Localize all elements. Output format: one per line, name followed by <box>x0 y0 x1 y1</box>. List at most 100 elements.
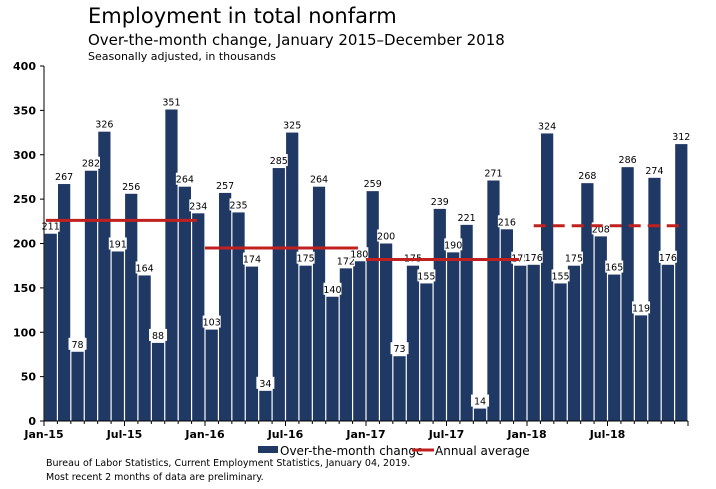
bar <box>98 131 111 422</box>
data-label-bg <box>135 261 154 274</box>
data-label-bg <box>645 163 664 176</box>
data-label-bg <box>457 210 476 223</box>
data-label: 264 <box>176 175 194 186</box>
data-label: 103 <box>203 318 221 329</box>
x-tick-label: Jan-15 <box>23 428 63 441</box>
y-tick-label: 100 <box>13 326 36 339</box>
data-label: 208 <box>592 224 610 235</box>
data-label-bg <box>68 337 87 350</box>
data-label-bg <box>95 117 114 130</box>
y-tick-label: 50 <box>21 371 37 384</box>
bar <box>44 233 57 421</box>
y-tick-label: 400 <box>13 60 36 73</box>
bar <box>232 212 245 421</box>
bar <box>339 268 352 421</box>
data-label-bg <box>310 172 329 185</box>
source-text: Bureau of Labor Statistics, Current Empl… <box>46 458 411 469</box>
data-label-bg <box>444 238 463 251</box>
x-tick-label: Jul-16 <box>267 428 304 441</box>
data-label: 267 <box>55 172 73 183</box>
data-label: 326 <box>95 120 113 131</box>
bar <box>71 351 84 421</box>
data-label: 172 <box>337 256 355 267</box>
data-label: 174 <box>243 255 261 266</box>
legend-bar-label: Over-the-month change <box>280 444 423 458</box>
data-label: 221 <box>458 213 476 224</box>
bar <box>621 167 634 421</box>
data-label-bg <box>605 260 624 273</box>
data-label: 256 <box>122 182 140 193</box>
bar <box>205 329 218 421</box>
bar <box>366 191 379 421</box>
data-label: 216 <box>498 217 516 228</box>
data-label: 282 <box>82 159 100 170</box>
data-label-bg <box>55 170 74 183</box>
data-label-bg <box>497 215 516 228</box>
bar <box>460 224 473 421</box>
data-label: 180 <box>350 249 368 260</box>
y-tick-label: 250 <box>13 193 36 206</box>
data-label-bg <box>269 154 288 167</box>
bar <box>259 390 272 421</box>
data-label: 259 <box>364 179 382 190</box>
legend-average-label: Annual average <box>435 444 530 458</box>
data-label-bg <box>216 178 235 191</box>
data-label: 78 <box>71 340 83 351</box>
bar <box>165 109 178 422</box>
bar <box>353 261 366 421</box>
bar <box>84 170 98 421</box>
x-tick-label: Jul-15 <box>106 428 143 441</box>
bar <box>151 342 165 421</box>
data-label-bg <box>524 250 543 263</box>
data-label-bg <box>484 166 503 179</box>
data-label-bg <box>229 198 248 211</box>
data-label: 268 <box>578 171 596 182</box>
data-label: 119 <box>632 303 650 314</box>
bar <box>473 408 487 421</box>
y-tick-label: 350 <box>13 104 36 117</box>
data-label-bg <box>81 156 100 169</box>
data-label-bg <box>471 394 490 407</box>
data-label: 312 <box>672 132 690 143</box>
bar <box>648 177 661 421</box>
bar <box>111 251 124 421</box>
data-label-bg <box>363 177 382 190</box>
data-label: 88 <box>152 331 164 342</box>
y-tick-label: 0 <box>28 415 36 428</box>
x-tick-label: Jul-17 <box>428 428 465 441</box>
data-label-bg <box>149 328 168 341</box>
bar <box>541 133 554 421</box>
x-tick-label: Jan-16 <box>184 428 225 441</box>
data-label: 175 <box>511 254 529 265</box>
data-label-bg <box>256 376 275 389</box>
x-tick-label: Jan-18 <box>506 428 546 441</box>
data-label: 285 <box>270 156 288 167</box>
data-label: 175 <box>297 254 315 265</box>
legend-bar-swatch <box>258 446 278 453</box>
data-label: 140 <box>323 285 341 296</box>
x-tick-label: Jan-17 <box>345 428 385 441</box>
bar <box>500 229 513 421</box>
data-label: 191 <box>109 239 127 250</box>
bar <box>393 356 406 421</box>
data-label-bg <box>672 130 691 143</box>
data-label-bg <box>162 95 181 108</box>
data-label: 165 <box>605 263 623 274</box>
bar <box>433 208 446 421</box>
bar <box>661 264 674 421</box>
bar <box>178 186 191 421</box>
data-label: 235 <box>229 200 247 211</box>
data-label: 175 <box>565 254 583 265</box>
data-label: 34 <box>259 379 271 390</box>
data-label: 257 <box>216 181 234 192</box>
bar <box>675 144 688 421</box>
bar <box>514 265 527 421</box>
bar <box>554 283 567 421</box>
bar <box>312 186 326 421</box>
data-label-bg <box>175 172 194 185</box>
data-label: 234 <box>189 201 207 212</box>
data-label: 73 <box>393 344 405 355</box>
data-label: 176 <box>659 253 677 264</box>
